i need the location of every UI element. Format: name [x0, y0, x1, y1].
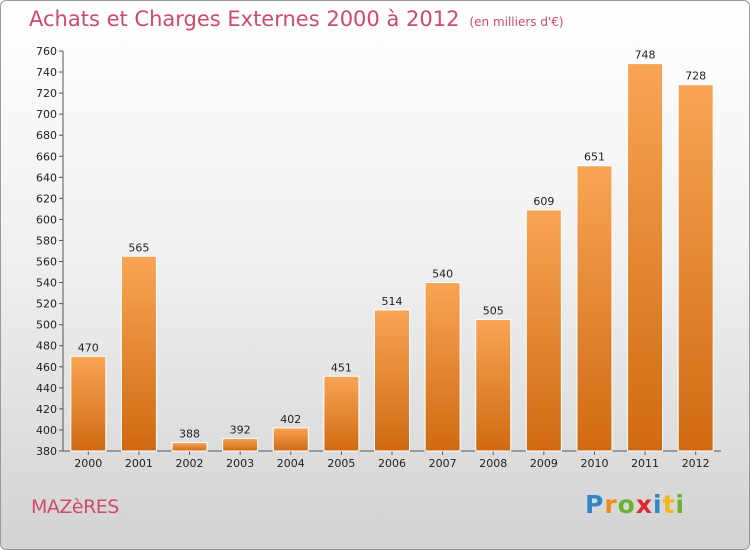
- bar-value-label: 514: [382, 295, 403, 308]
- x-tick-label: 2008: [479, 457, 507, 470]
- y-tick-label: 600: [36, 213, 57, 226]
- y-tick-label: 380: [36, 445, 57, 458]
- y-tick-label: 640: [36, 171, 57, 184]
- x-tick-label: 2012: [682, 457, 710, 470]
- logo-letter: i: [653, 490, 663, 519]
- x-axis: 2000 2001 2002 2003 2004 2005 2006 2007 2008 2009…: [63, 450, 721, 470]
- bar[interactable]: [171, 442, 208, 452]
- y-tick-label: 540: [36, 277, 57, 290]
- y-tick-label: 720: [36, 87, 57, 100]
- bar[interactable]: [120, 255, 157, 452]
- bar-value-label: 505: [483, 304, 504, 317]
- bar[interactable]: [525, 209, 562, 452]
- bar-value-label: 392: [230, 423, 251, 436]
- x-tick-label: 2001: [125, 457, 153, 470]
- bar-value-label: 540: [432, 268, 453, 281]
- bar[interactable]: [222, 437, 259, 452]
- bar[interactable]: [576, 165, 613, 452]
- bar[interactable]: [424, 282, 461, 452]
- bar-value-label: 470: [78, 341, 99, 354]
- y-tick-label: 560: [36, 256, 57, 269]
- y-tick-label: 440: [36, 382, 57, 395]
- bar[interactable]: [627, 63, 664, 452]
- x-tick-label: 2005: [327, 457, 355, 470]
- y-tick-label: 660: [36, 150, 57, 163]
- y-tick-label: 580: [36, 234, 57, 247]
- logo-letter: o: [617, 490, 636, 519]
- chart-title: Achats et Charges Externes 2000 à 2012 (e…: [29, 7, 564, 31]
- bar[interactable]: [475, 318, 512, 452]
- bar-value-label: 609: [533, 195, 554, 208]
- logo-letter: t: [662, 490, 676, 519]
- bar-value-label: 565: [128, 241, 149, 254]
- y-axis: 380 400 420 440 460 480 500 520 540 560 580 600 620 6…: [36, 45, 64, 458]
- chart-subtitle: (en milliers d'€): [469, 15, 564, 29]
- x-tick-label: 2004: [277, 457, 305, 470]
- y-tick-label: 620: [36, 192, 57, 205]
- y-tick-label: 700: [36, 108, 57, 121]
- y-tick-label: 460: [36, 361, 57, 374]
- y-tick-label: 420: [36, 403, 57, 416]
- x-tick-label: 2010: [580, 457, 608, 470]
- bar-series: 470 565 388 392 402 451 514 540 505 609 651 748 728: [70, 49, 714, 452]
- bar[interactable]: [323, 375, 360, 452]
- y-tick-label: 680: [36, 129, 57, 142]
- bar-value-label: 728: [685, 70, 706, 83]
- x-tick-label: 2006: [378, 457, 406, 470]
- logo-letter: r: [604, 490, 618, 519]
- x-tick-label: 2009: [530, 457, 558, 470]
- x-tick-label: 2011: [631, 457, 659, 470]
- commune-name: MAZèRES: [31, 496, 119, 518]
- bar[interactable]: [677, 84, 714, 452]
- logo-letter: i: [675, 490, 686, 519]
- y-tick-label: 480: [36, 340, 57, 353]
- logo-letter: P: [585, 490, 605, 519]
- bar-value-label: 651: [584, 151, 605, 164]
- x-tick-label: 2002: [176, 457, 204, 470]
- bar[interactable]: [272, 427, 309, 452]
- y-tick-label: 740: [36, 66, 57, 79]
- y-tick-label: 500: [36, 319, 57, 332]
- proxiti-logo[interactable]: Proxiti: [585, 490, 685, 519]
- bar[interactable]: [70, 355, 107, 452]
- y-tick-label: 520: [36, 298, 57, 311]
- chart-title-text: Achats et Charges Externes 2000 à 2012: [29, 7, 460, 31]
- bar-value-label: 388: [179, 428, 200, 441]
- bar[interactable]: [374, 309, 410, 452]
- bar-value-label: 402: [280, 413, 301, 426]
- y-tick-label: 400: [36, 424, 57, 437]
- bar-value-label: 748: [635, 49, 656, 62]
- x-tick-label: 2003: [226, 457, 254, 470]
- bar-value-label: 451: [331, 361, 352, 374]
- logo-letter: x: [635, 490, 653, 519]
- y-tick-label: 760: [36, 45, 57, 58]
- x-tick-label: 2000: [74, 457, 102, 470]
- x-tick-label: 2007: [429, 457, 457, 470]
